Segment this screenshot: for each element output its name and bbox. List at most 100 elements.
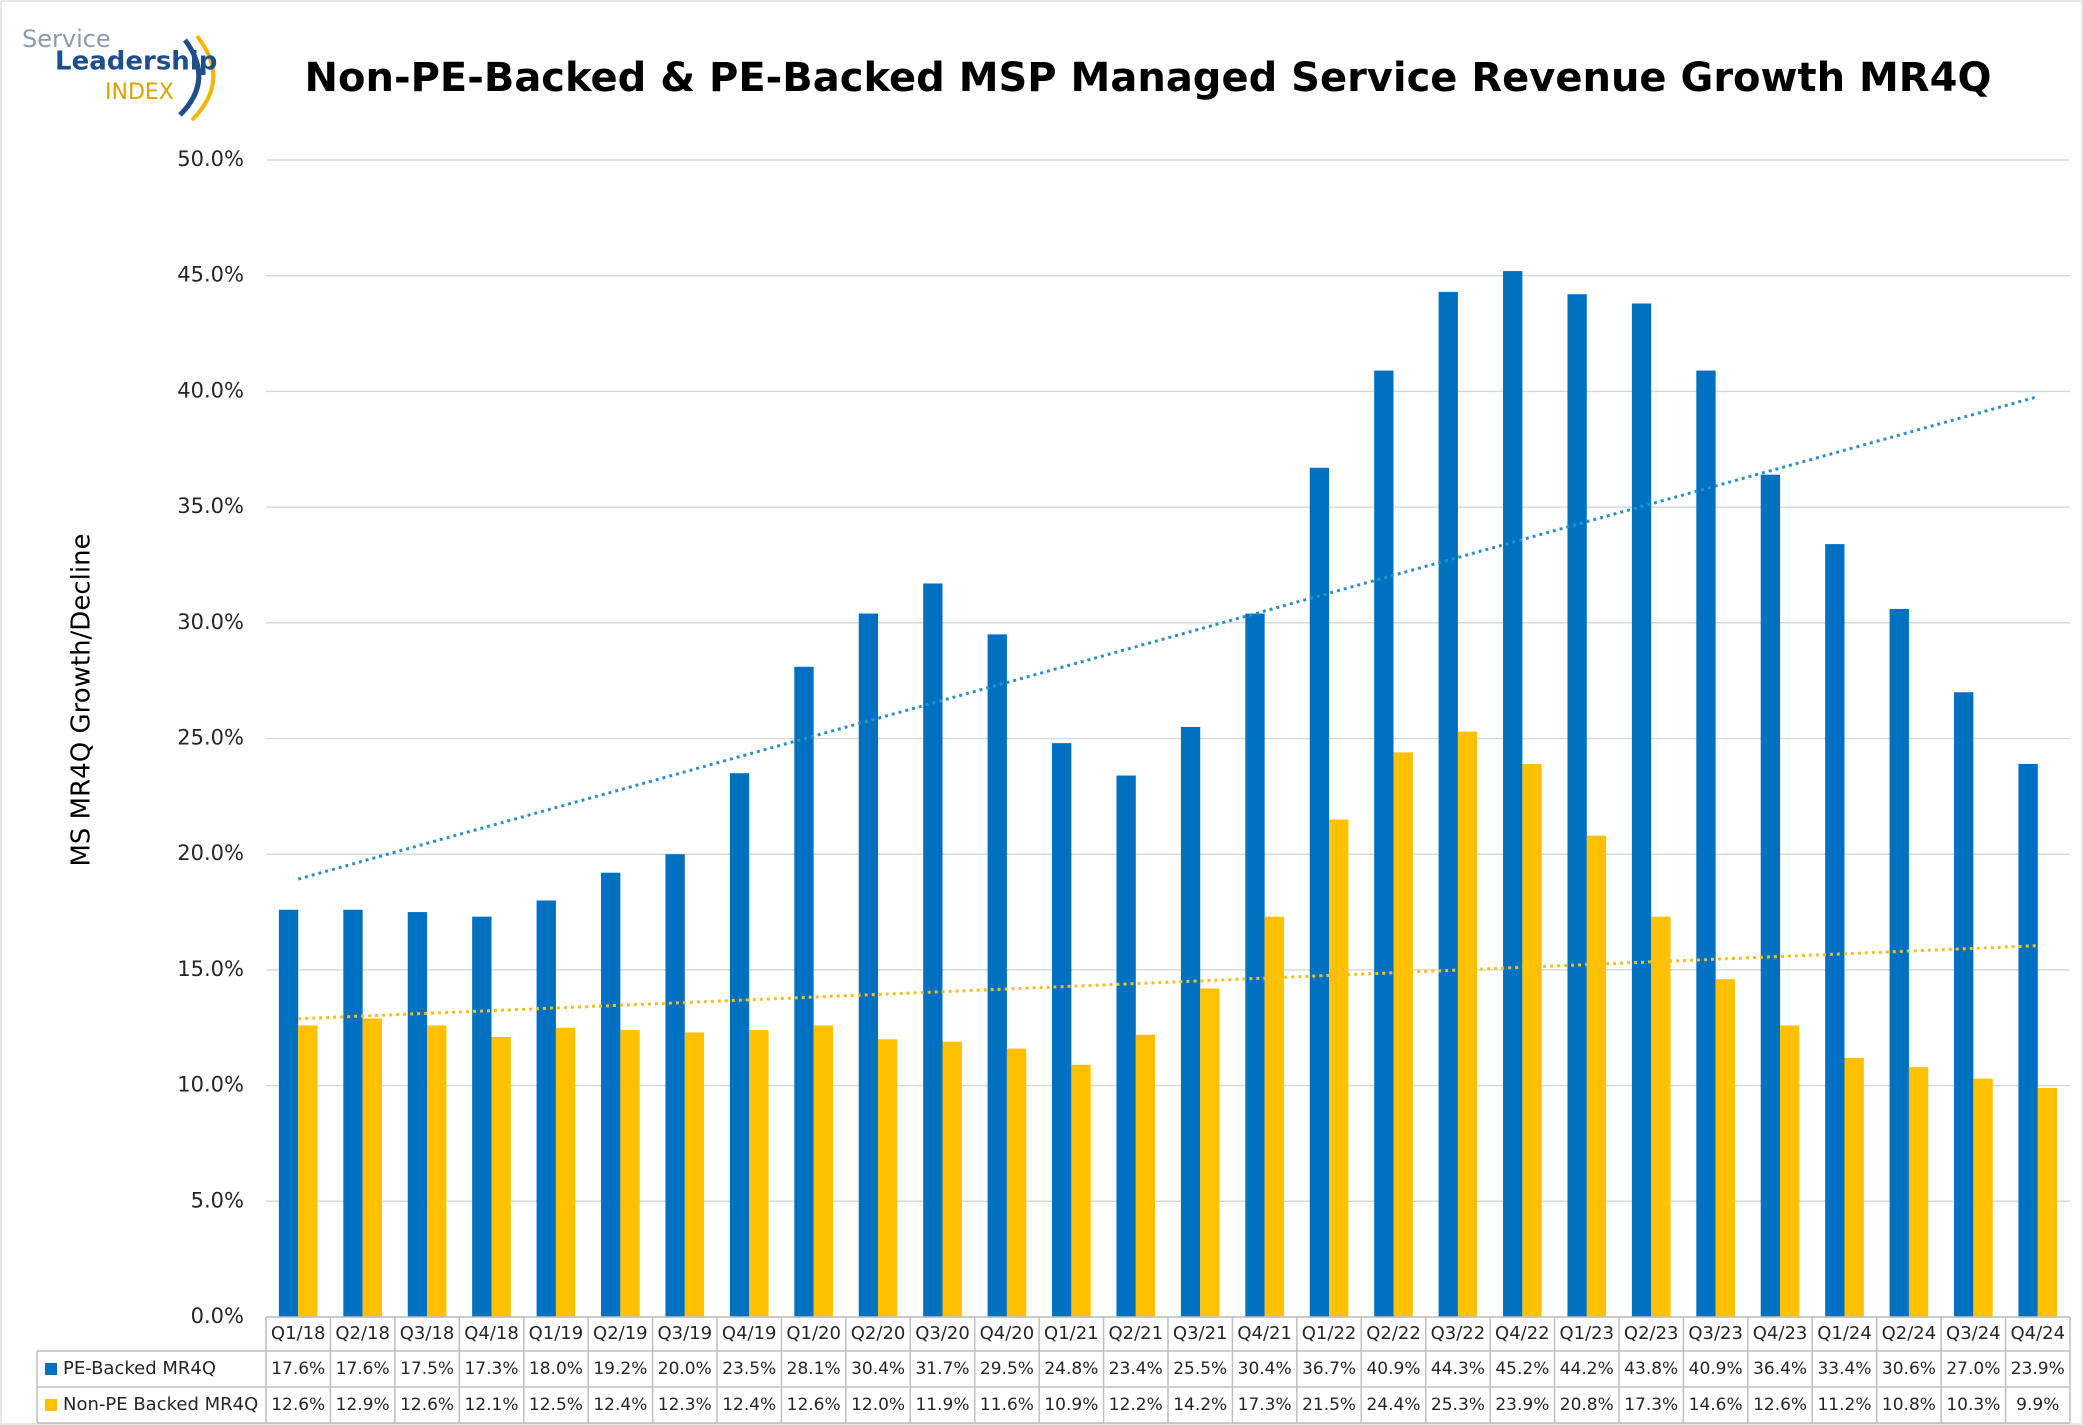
bar <box>1052 743 1072 1317</box>
bar <box>1503 271 1523 1317</box>
bar <box>1522 763 1542 1317</box>
x-tick-label: Q4/19 <box>722 1323 777 1344</box>
x-tick-label: Q1/24 <box>1817 1323 1872 1344</box>
data-table-value: 12.6% <box>271 1395 325 1415</box>
data-table-value: 23.4% <box>1109 1359 1163 1379</box>
bar <box>942 1041 962 1317</box>
data-table-value: 36.4% <box>1753 1359 1807 1379</box>
x-tick-label: Q2/22 <box>1366 1323 1421 1344</box>
bar <box>2037 1087 2058 1317</box>
x-tick-label: Q3/19 <box>657 1323 712 1344</box>
x-tick-label: Q2/19 <box>593 1323 648 1344</box>
y-axis-label: MS MR4Q Growth/Decline <box>67 533 97 866</box>
logo-text: INDEX <box>105 80 174 105</box>
data-table-value: 30.4% <box>1238 1359 1292 1379</box>
bar <box>665 854 685 1317</box>
bar <box>1245 613 1265 1317</box>
x-tick-label: Q1/18 <box>271 1323 326 1344</box>
data-table-value: 17.3% <box>1238 1395 1292 1415</box>
bar <box>987 634 1007 1317</box>
x-tick-label: Q4/18 <box>464 1323 519 1344</box>
bar <box>1715 979 1735 1317</box>
data-table-value: 18.0% <box>529 1359 583 1379</box>
x-tick-label: Q3/22 <box>1431 1323 1486 1344</box>
bar <box>794 666 814 1317</box>
legend-swatch <box>45 1363 57 1375</box>
data-table-value: 12.6% <box>1753 1395 1807 1415</box>
x-tick-label: Q3/18 <box>400 1323 455 1344</box>
data-table-value: 43.8% <box>1624 1359 1678 1379</box>
data-table-value: 12.2% <box>1109 1395 1163 1415</box>
bar <box>1954 692 1974 1317</box>
bar <box>858 613 879 1317</box>
y-tick-label: 15.0% <box>177 957 244 981</box>
data-table-value: 11.6% <box>980 1395 1034 1415</box>
logo-text: Leadership <box>55 47 217 77</box>
data-table-value: 17.3% <box>464 1359 518 1379</box>
y-tick-label: 0.0% <box>191 1304 244 1328</box>
data-table-value: 24.4% <box>1366 1395 1420 1415</box>
bar <box>1586 835 1607 1317</box>
bar <box>749 1030 769 1317</box>
x-tick-label: Q3/23 <box>1688 1323 1743 1344</box>
data-table-value: 44.3% <box>1431 1359 1485 1379</box>
data-table-value: 30.4% <box>851 1359 905 1379</box>
bar <box>2018 763 2038 1317</box>
data-table-value: 12.4% <box>593 1395 647 1415</box>
bar <box>813 1025 833 1317</box>
y-tick-label: 30.0% <box>177 610 244 634</box>
bar <box>1309 467 1330 1318</box>
x-tick-label: Q2/20 <box>851 1323 906 1344</box>
bar <box>1374 370 1394 1318</box>
data-table-value: 19.2% <box>593 1359 647 1379</box>
bar <box>1696 370 1716 1318</box>
data-table-value: 44.2% <box>1560 1359 1614 1379</box>
x-tick-label: Q1/19 <box>529 1323 584 1344</box>
bar <box>1908 1067 1929 1317</box>
bar <box>1780 1025 1800 1317</box>
trendline <box>298 944 2038 1021</box>
data-table-value: 30.6% <box>1882 1359 1936 1379</box>
data-table-value: 10.9% <box>1044 1395 1098 1415</box>
legend-swatch <box>45 1399 57 1411</box>
bar <box>472 916 492 1317</box>
y-tick-label: 35.0% <box>177 494 244 518</box>
y-tick-label: 50.0% <box>177 147 244 171</box>
x-tick-label: Q1/23 <box>1559 1323 1614 1344</box>
x-tick-label: Q2/24 <box>1882 1323 1937 1344</box>
data-table-value: 23.9% <box>2011 1359 2065 1379</box>
data-table-value: 11.2% <box>1817 1395 1871 1415</box>
x-tick-label: Q4/20 <box>980 1323 1035 1344</box>
bar <box>298 1025 318 1317</box>
data-table-value: 36.7% <box>1302 1359 1356 1379</box>
bar <box>1973 1078 1993 1317</box>
y-tick-label: 10.0% <box>177 1073 244 1097</box>
data-table-value: 23.9% <box>1495 1395 1549 1415</box>
bar <box>1116 775 1136 1317</box>
data-table-value: 33.4% <box>1817 1359 1871 1379</box>
bar <box>1200 988 1220 1317</box>
bar <box>491 1037 511 1317</box>
logo-arc <box>190 34 216 122</box>
bar <box>1438 291 1458 1318</box>
bar <box>407 912 428 1317</box>
data-table-value: 12.1% <box>464 1395 518 1415</box>
bar <box>1329 819 1349 1317</box>
x-tick-label: Q1/21 <box>1044 1323 1099 1344</box>
data-table-value: 12.9% <box>336 1395 390 1415</box>
data-table-value: 17.3% <box>1624 1395 1678 1415</box>
logo-text: Service <box>22 25 111 53</box>
x-tick-label: Q1/22 <box>1302 1323 1357 1344</box>
bar <box>1006 1048 1027 1317</box>
bar <box>278 909 299 1317</box>
bar <box>1135 1034 1156 1317</box>
data-table-value: 25.5% <box>1173 1359 1227 1379</box>
data-table-value: 29.5% <box>980 1359 1034 1379</box>
data-table-value: 25.3% <box>1431 1395 1485 1415</box>
x-tick-label: Q2/21 <box>1108 1323 1163 1344</box>
x-tick-label: Q2/18 <box>335 1323 390 1344</box>
data-table-value: 10.8% <box>1882 1395 1936 1415</box>
x-tick-label: Q3/24 <box>1946 1323 2001 1344</box>
bar <box>1889 608 1909 1317</box>
data-table-value: 12.6% <box>787 1395 841 1415</box>
